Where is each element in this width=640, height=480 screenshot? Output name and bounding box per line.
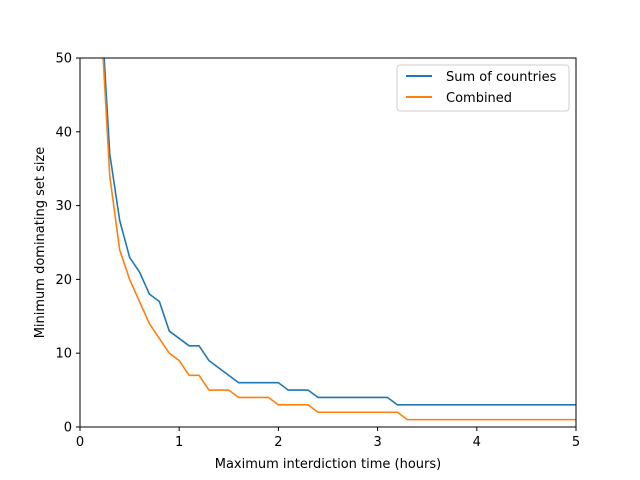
series-lines (102, 58, 576, 421)
series-line-combined (102, 58, 576, 421)
x-tick-label: 2 (274, 435, 282, 450)
legend-label-sum-of-countries: Sum of countries (446, 70, 557, 85)
x-tick-label: 0 (76, 435, 84, 450)
y-tick-label: 30 (55, 199, 72, 214)
y-tick-label: 40 (55, 125, 72, 140)
y-tick-label: 10 (55, 347, 72, 362)
x-tick-label: 1 (175, 435, 183, 450)
x-tick-label: 4 (473, 435, 481, 450)
x-axis: 0 1 2 3 4 5 (76, 427, 580, 450)
plot-frame (79, 57, 577, 428)
legend: Sum of countries Combined (396, 64, 570, 112)
y-tick-label: 0 (64, 421, 72, 436)
x-tick-label: 3 (373, 435, 381, 450)
legend-label-combined: Combined (446, 91, 512, 106)
y-axis: 0 10 20 30 40 50 (55, 52, 80, 436)
x-axis-label: Maximum interdiction time (hours) (215, 457, 442, 472)
y-tick-label: 20 (55, 273, 72, 288)
y-axis-label: Minimum dominating set size (33, 147, 48, 339)
series-line-sum-of-countries (103, 58, 576, 406)
y-tick-label: 50 (55, 52, 72, 67)
legend-box (396, 64, 570, 112)
x-tick-label: 5 (572, 435, 580, 450)
